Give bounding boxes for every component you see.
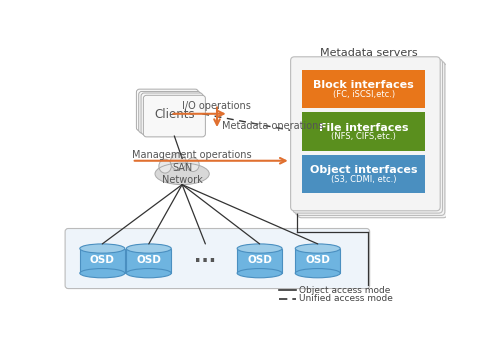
- FancyBboxPatch shape: [139, 91, 201, 133]
- Text: OSD: OSD: [90, 255, 115, 265]
- Text: Block interfaces: Block interfaces: [313, 80, 414, 90]
- Ellipse shape: [80, 244, 125, 253]
- FancyBboxPatch shape: [291, 57, 440, 211]
- Ellipse shape: [126, 244, 171, 253]
- FancyBboxPatch shape: [141, 93, 203, 135]
- FancyBboxPatch shape: [136, 89, 198, 131]
- Ellipse shape: [295, 244, 340, 253]
- Ellipse shape: [237, 268, 282, 278]
- FancyBboxPatch shape: [126, 248, 171, 273]
- Text: ...: ...: [194, 247, 216, 266]
- FancyBboxPatch shape: [237, 248, 282, 273]
- FancyBboxPatch shape: [295, 248, 340, 273]
- FancyBboxPatch shape: [65, 228, 370, 288]
- Text: (NFS, CIFS,etc.): (NFS, CIFS,etc.): [331, 132, 396, 141]
- Text: OSD: OSD: [306, 255, 330, 265]
- Ellipse shape: [171, 153, 186, 170]
- FancyBboxPatch shape: [293, 59, 442, 213]
- FancyBboxPatch shape: [143, 95, 205, 137]
- Text: (S3, CDMI, etc.): (S3, CDMI, etc.): [331, 175, 397, 184]
- Ellipse shape: [187, 158, 199, 171]
- Text: Clients: Clients: [154, 108, 195, 121]
- Ellipse shape: [126, 268, 171, 278]
- Text: OSD: OSD: [247, 255, 272, 265]
- Ellipse shape: [295, 268, 340, 278]
- Text: Object interfaces: Object interfaces: [310, 165, 418, 175]
- Ellipse shape: [155, 163, 209, 185]
- Text: Metadata operations: Metadata operations: [222, 121, 323, 131]
- FancyBboxPatch shape: [302, 112, 426, 151]
- FancyBboxPatch shape: [80, 248, 125, 273]
- Text: Management operations: Management operations: [132, 150, 251, 160]
- FancyBboxPatch shape: [302, 70, 426, 108]
- Text: Unified access mode: Unified access mode: [299, 294, 393, 303]
- Text: Metadata servers: Metadata servers: [320, 48, 417, 58]
- Text: I/O operations: I/O operations: [182, 101, 251, 111]
- FancyBboxPatch shape: [298, 64, 447, 218]
- Ellipse shape: [237, 244, 282, 253]
- Text: SAN
Network: SAN Network: [162, 163, 202, 185]
- FancyBboxPatch shape: [295, 61, 445, 215]
- Text: (FC, iSCSI,etc.): (FC, iSCSI,etc.): [333, 90, 395, 99]
- Ellipse shape: [159, 159, 171, 173]
- FancyBboxPatch shape: [302, 155, 426, 193]
- Text: File interfaces: File interfaces: [319, 122, 409, 132]
- Text: OSD: OSD: [136, 255, 161, 265]
- Text: Object access mode: Object access mode: [299, 286, 390, 295]
- Ellipse shape: [80, 268, 125, 278]
